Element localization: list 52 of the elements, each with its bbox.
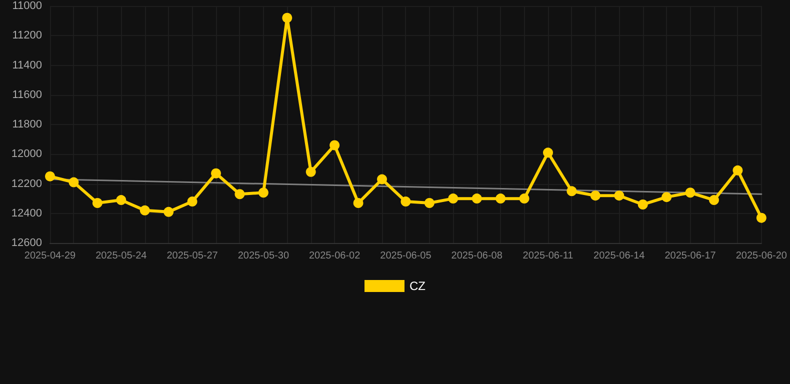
point (92, 198, 102, 208)
x-tick-label: 2025-04-29 (24, 250, 76, 262)
point (685, 188, 696, 198)
point (614, 190, 624, 201)
y-tick-label: 11400 (12, 59, 42, 72)
point (496, 194, 506, 204)
point (543, 148, 553, 158)
point (330, 140, 340, 150)
legend-label: CZ (410, 279, 426, 293)
point (258, 188, 268, 198)
point (45, 171, 55, 182)
point (116, 195, 126, 206)
y-tick-label: 12600 (11, 237, 42, 249)
point (448, 194, 458, 204)
x-tick-label: 2025-06-20 (736, 250, 788, 262)
point (400, 196, 411, 207)
point (732, 165, 743, 176)
point (353, 198, 364, 208)
point (472, 194, 482, 204)
point (590, 190, 600, 201)
point (282, 12, 292, 23)
point (234, 189, 245, 200)
point (519, 194, 530, 204)
x-tick-label: 2025-05-24 (96, 250, 148, 262)
point (638, 199, 648, 210)
y-tick-label: 11000 (12, 0, 42, 12)
y-tick-label: 11600 (12, 88, 42, 101)
point (756, 212, 766, 223)
x-tick-label: 2025-06-02 (308, 250, 361, 262)
x-tick-label: 2025-06-14 (594, 250, 646, 262)
point (424, 198, 434, 208)
y-tick-label: 11800 (12, 118, 42, 130)
x-tick-label: 2025-06-05 (380, 250, 432, 262)
y-tick-label: 11200 (12, 30, 42, 42)
x-tick-label: 2025-05-27 (166, 250, 218, 262)
point (662, 192, 672, 202)
y-tick-label: 12200 (11, 178, 42, 190)
x-tick-label: 2025-06-17 (664, 250, 716, 262)
y-tick-label: 12000 (11, 148, 42, 160)
point (377, 174, 387, 184)
x-tick-label: 2025-05-30 (238, 250, 290, 262)
x-tick-label: 2025-06-08 (451, 250, 503, 262)
point (709, 195, 719, 206)
point (211, 168, 221, 178)
point (140, 205, 150, 216)
y-tick-label: 12400 (11, 207, 42, 220)
point (306, 166, 316, 177)
point (68, 177, 79, 188)
x-tick-label: 2025-06-11 (522, 250, 574, 262)
point (566, 186, 577, 196)
point (187, 196, 198, 207)
point (164, 206, 174, 217)
